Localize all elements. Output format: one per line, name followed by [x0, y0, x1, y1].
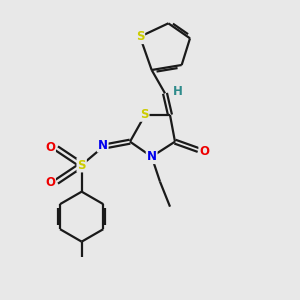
Text: O: O: [199, 145, 209, 158]
Text: O: O: [45, 141, 55, 154]
Text: N: N: [147, 150, 157, 163]
Text: S: S: [77, 158, 86, 172]
Text: H: H: [173, 85, 183, 98]
Text: O: O: [45, 176, 55, 189]
Text: N: N: [98, 139, 108, 152]
Text: S: S: [140, 108, 148, 121]
Text: S: S: [136, 30, 144, 43]
